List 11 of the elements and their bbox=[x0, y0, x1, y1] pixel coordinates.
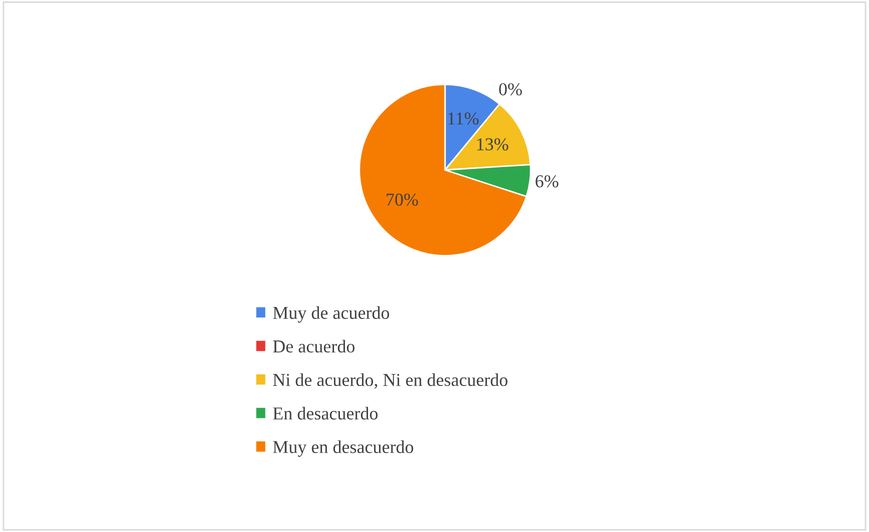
pie-slice bbox=[358, 84, 528, 256]
data-label: 13% bbox=[477, 138, 508, 150]
data-label: 70% bbox=[386, 194, 418, 206]
legend-label: De acuerdo bbox=[273, 340, 355, 353]
text: 0% bbox=[499, 83, 522, 96]
legend-label: En desacuerdo bbox=[273, 406, 378, 420]
legend-label: Ni de acuerdo, Ni en desacuerdo bbox=[273, 373, 508, 389]
data-label: 11% bbox=[448, 112, 479, 125]
data-label: 6% bbox=[536, 175, 558, 188]
legend-label: Muy en desacuerdo bbox=[273, 440, 414, 457]
legend-label: Muy de acuerdo bbox=[273, 306, 390, 323]
